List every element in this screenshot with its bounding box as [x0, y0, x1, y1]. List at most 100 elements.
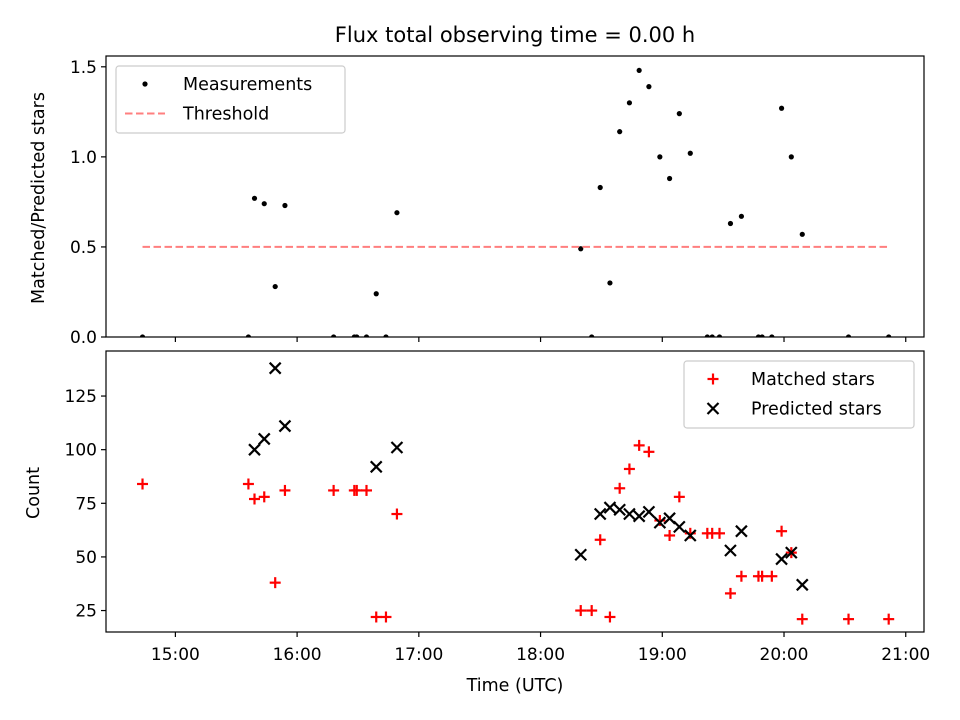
matched-stars-point — [673, 491, 685, 503]
measurements-point — [845, 334, 852, 337]
y-tick-label: 125 — [65, 387, 97, 407]
matched-stars-point — [594, 534, 606, 546]
x-stroke-b — [574, 548, 588, 562]
legend-frame — [115, 65, 346, 134]
y-tick-label: 50 — [75, 548, 97, 568]
y-tick-label: 0.0 — [70, 328, 97, 348]
data-marks — [139, 67, 892, 337]
y-tick-label: 100 — [65, 441, 97, 461]
measurements-point — [709, 334, 715, 337]
predicted-stars-point — [278, 419, 292, 433]
bottom-axes: 25 50 75 100 125 15:00 16:00 17:00 18:00 19:00 20:… — [65, 350, 930, 665]
matched-stars-point — [258, 491, 270, 503]
matched-stars-point — [684, 527, 696, 539]
measurements-point — [727, 220, 734, 227]
measurements-point — [886, 334, 892, 337]
legend-measurements-label: Measurements — [183, 75, 312, 95]
matched-stars-point — [370, 611, 382, 623]
predicted-stars-point — [735, 524, 748, 538]
matched-stars-point — [724, 587, 736, 599]
x-tick-label: 17:00 — [394, 645, 443, 665]
matched-stars-point — [766, 570, 778, 582]
matched-stars-point — [351, 484, 363, 496]
legend-matched-stars-marker — [707, 373, 719, 385]
x-stroke-b — [248, 443, 261, 456]
x-stroke-b — [390, 441, 404, 454]
measurements-point — [657, 154, 663, 160]
matched-stars-point — [776, 525, 788, 537]
matched-stars-point — [242, 478, 254, 490]
predicted-stars-point — [632, 509, 646, 523]
x-stroke-b — [623, 507, 636, 521]
x-stroke-b — [673, 520, 686, 534]
x-stroke-b — [268, 361, 282, 375]
top-axes: 0.0 0.5 1.0 1.5 Measurements Threshold — [70, 55, 925, 348]
predicted-stars-point — [574, 548, 588, 562]
matched-stars-point — [623, 463, 635, 475]
y-tick-label: 25 — [75, 602, 97, 622]
legend-predicted-stars-marker — [706, 402, 720, 415]
legend-predicted-stars-label: Predicted stars — [751, 400, 882, 420]
x-stroke-b — [613, 503, 626, 517]
legend-threshold-label: Threshold — [182, 105, 269, 125]
predicted-stars-point — [673, 520, 686, 534]
predicted-stars-point — [593, 507, 607, 521]
predicted-stars-point — [603, 501, 617, 514]
measurements-point — [597, 184, 603, 191]
measurements-point — [373, 291, 379, 297]
measurements-point — [788, 154, 794, 160]
predicted-stars-point — [795, 578, 809, 592]
matched-stars-point — [633, 439, 645, 451]
predicted-stars-point — [642, 505, 656, 519]
measurements-point — [716, 334, 723, 337]
bottom-y-axis-label: Count — [24, 467, 44, 519]
matched-stars-point — [735, 570, 747, 582]
matched-stars-point — [328, 484, 340, 496]
measurements-point — [272, 283, 278, 290]
axes-frame — [105, 350, 925, 633]
predicted-stars-point — [268, 361, 282, 375]
y-tick-label: 0.5 — [70, 238, 97, 258]
matched-stars-point — [380, 611, 392, 623]
x-stroke-b — [642, 505, 656, 519]
legend: Measurements Threshold — [115, 65, 346, 134]
matched-stars-point — [796, 613, 808, 625]
measurements-point — [646, 84, 652, 90]
measurements-point — [607, 280, 613, 286]
x-stroke-b — [775, 552, 788, 566]
x-stroke-b — [653, 516, 667, 529]
x-tick-label: 19:00 — [638, 645, 687, 665]
matched-stars-point — [643, 446, 655, 458]
measurements-point — [626, 100, 633, 106]
measurements-point — [139, 334, 146, 337]
x-stroke-b — [369, 460, 383, 474]
legend-matched-stars-label: Matched stars — [751, 370, 875, 390]
x-tick-label: 21:00 — [881, 645, 930, 665]
measurements-point — [363, 334, 370, 337]
measurements-point — [738, 213, 745, 219]
x-axis-label: Time (UTC) — [466, 676, 564, 696]
matched-stars-point — [604, 611, 616, 623]
x-stroke-b — [795, 578, 809, 592]
x-stroke-b — [278, 419, 292, 433]
y-tick-label: 1.0 — [70, 148, 97, 168]
measurements-point — [354, 334, 360, 337]
measurements-point — [331, 334, 337, 337]
legend: Matched stars Predicted stars — [683, 360, 915, 429]
predicted-stars-point — [684, 529, 697, 542]
predicted-stars-point — [390, 441, 404, 454]
matched-stars-point — [654, 514, 666, 526]
x-stroke-b — [593, 507, 607, 521]
measurements-point — [687, 150, 693, 156]
matched-stars-point — [360, 484, 372, 496]
measurements-point — [383, 334, 389, 337]
matched-stars-point — [391, 508, 403, 520]
measurements-point — [769, 334, 775, 337]
matched-stars-point — [714, 527, 725, 539]
predicted-stars-point — [248, 443, 261, 456]
matched-stars-point — [586, 605, 598, 617]
matched-stars-point — [137, 478, 149, 490]
matched-stars-point — [575, 605, 587, 617]
matched-stars-point — [883, 613, 895, 625]
x-stroke-b — [257, 432, 271, 446]
